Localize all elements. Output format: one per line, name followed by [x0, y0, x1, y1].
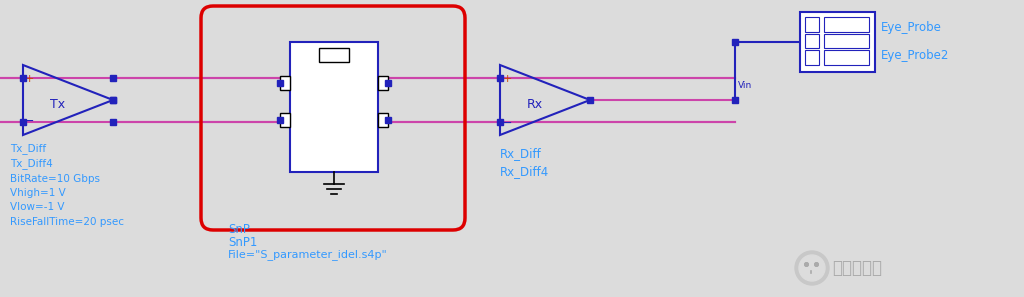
Text: SnP: SnP [228, 223, 250, 236]
Bar [824, 50, 869, 65]
Circle shape [799, 255, 825, 281]
Bar [378, 76, 388, 90]
Bar [805, 34, 819, 48]
Text: Rx: Rx [527, 97, 543, 110]
Bar [280, 113, 290, 127]
Text: Eye_Probe2: Eye_Probe2 [881, 49, 949, 62]
Bar [824, 34, 869, 48]
Bar [824, 17, 869, 32]
Text: Tx: Tx [50, 97, 66, 110]
Bar [800, 12, 874, 72]
Text: File="S_parameter_idel.s4p": File="S_parameter_idel.s4p" [228, 249, 388, 260]
Bar [280, 76, 290, 90]
Bar [319, 48, 349, 62]
Text: Eye_Probe: Eye_Probe [881, 20, 942, 34]
Circle shape [795, 251, 829, 285]
Bar [378, 113, 388, 127]
Text: SnP1: SnP1 [228, 236, 257, 249]
Bar [290, 42, 378, 172]
Text: 信号完整性: 信号完整性 [831, 259, 882, 277]
Bar [805, 17, 819, 32]
Text: Tx_Diff
Tx_Diff4
BitRate=10 Gbps
Vhigh=1 V
Vlow=-1 V
RiseFallTime=20 psec: Tx_Diff Tx_Diff4 BitRate=10 Gbps Vhigh=1… [10, 143, 124, 227]
Text: +: + [503, 74, 512, 84]
Text: Rx_Diff
Rx_Diff4: Rx_Diff Rx_Diff4 [500, 147, 549, 178]
Text: −: − [24, 115, 34, 127]
Text: +: + [25, 74, 34, 84]
Bar [805, 50, 819, 65]
Text: −: − [502, 116, 512, 129]
Text: Vin: Vin [738, 81, 753, 91]
